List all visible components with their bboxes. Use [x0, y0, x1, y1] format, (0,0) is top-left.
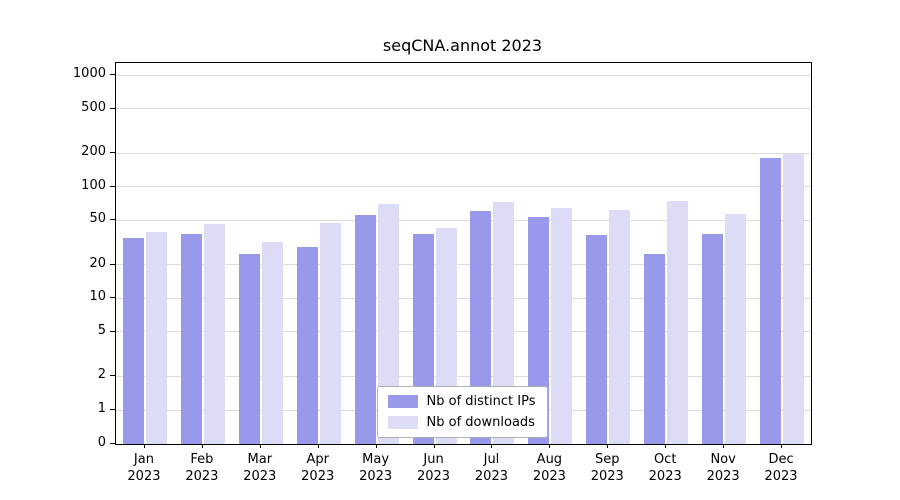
- gridline: [116, 297, 811, 299]
- bar-distinct-ips: [470, 211, 492, 444]
- gridline: [116, 108, 811, 110]
- y-tick-label: 10: [89, 289, 106, 305]
- bar-distinct-ips: [586, 234, 608, 444]
- y-tick-label: 500: [81, 99, 106, 115]
- gridline: [116, 186, 811, 188]
- legend-swatch: [387, 395, 418, 408]
- bar-distinct-ips: [296, 246, 318, 444]
- legend-label: Nb of downloads: [426, 415, 535, 430]
- x-tick-label: Jul 2023: [474, 452, 508, 484]
- y-tick-label: 200: [81, 144, 106, 160]
- bar-distinct-ips: [180, 233, 202, 444]
- y-tick-label: 0: [97, 435, 106, 450]
- x-tick-label: Jun 2023: [416, 452, 451, 484]
- y-tick-label: 5: [97, 322, 106, 338]
- bar-downloads: [551, 207, 573, 444]
- gridline: [116, 331, 811, 333]
- bar-downloads: [319, 223, 341, 444]
- y-tick-label: 20: [89, 255, 106, 271]
- bar-distinct-ips: [238, 253, 260, 444]
- x-tick-label: Dec 2023: [764, 452, 798, 484]
- x-tick-label: Feb 2023: [185, 452, 219, 484]
- bar-downloads: [203, 224, 225, 444]
- bar-downloads: [493, 201, 515, 444]
- bar-downloads: [377, 203, 399, 444]
- legend-swatch: [387, 416, 418, 429]
- bar-distinct-ips: [644, 253, 666, 444]
- x-tick-label: Mar 2023: [243, 452, 277, 484]
- bar-downloads: [783, 154, 805, 444]
- x-tick-label: Jan 2023: [127, 452, 161, 484]
- gridline: [116, 264, 811, 266]
- x-tick-label: Sep 2023: [590, 452, 624, 484]
- x-tick-label: Nov 2023: [706, 452, 740, 484]
- y-tick-label: 100: [81, 177, 106, 193]
- legend-row: Nb of downloads: [387, 415, 536, 430]
- gridline: [116, 74, 811, 76]
- gridline: [116, 219, 811, 221]
- bar-downloads: [725, 213, 747, 444]
- bar-distinct-ips: [354, 214, 376, 444]
- x-tick-label: May 2023: [359, 452, 393, 484]
- x-tick-label: Apr 2023: [301, 452, 335, 484]
- bar-distinct-ips: [122, 237, 144, 444]
- bar-downloads: [609, 209, 631, 444]
- bar-downloads: [667, 201, 689, 444]
- y-tick-label: 1000: [72, 66, 106, 81]
- y-tick-label: 1: [97, 401, 106, 416]
- legend-row: Nb of distinct IPs: [387, 394, 536, 409]
- bar-downloads: [145, 232, 167, 444]
- x-tick-label: Oct 2023: [648, 452, 682, 484]
- bar-distinct-ips: [702, 233, 724, 444]
- plot-area: [115, 62, 812, 445]
- gridline: [116, 375, 811, 377]
- bar-downloads: [261, 241, 283, 444]
- y-tick-label: 50: [89, 211, 106, 227]
- chart-title: seqCNA.annot 2023: [382, 36, 543, 55]
- gridline: [116, 152, 811, 154]
- legend-label: Nb of distinct IPs: [426, 394, 536, 409]
- bar-distinct-ips: [760, 158, 782, 444]
- legend: Nb of distinct IPs Nb of downloads: [376, 386, 549, 438]
- y-tick-label: 2: [97, 367, 106, 383]
- x-tick-label: Aug 2023: [532, 452, 566, 484]
